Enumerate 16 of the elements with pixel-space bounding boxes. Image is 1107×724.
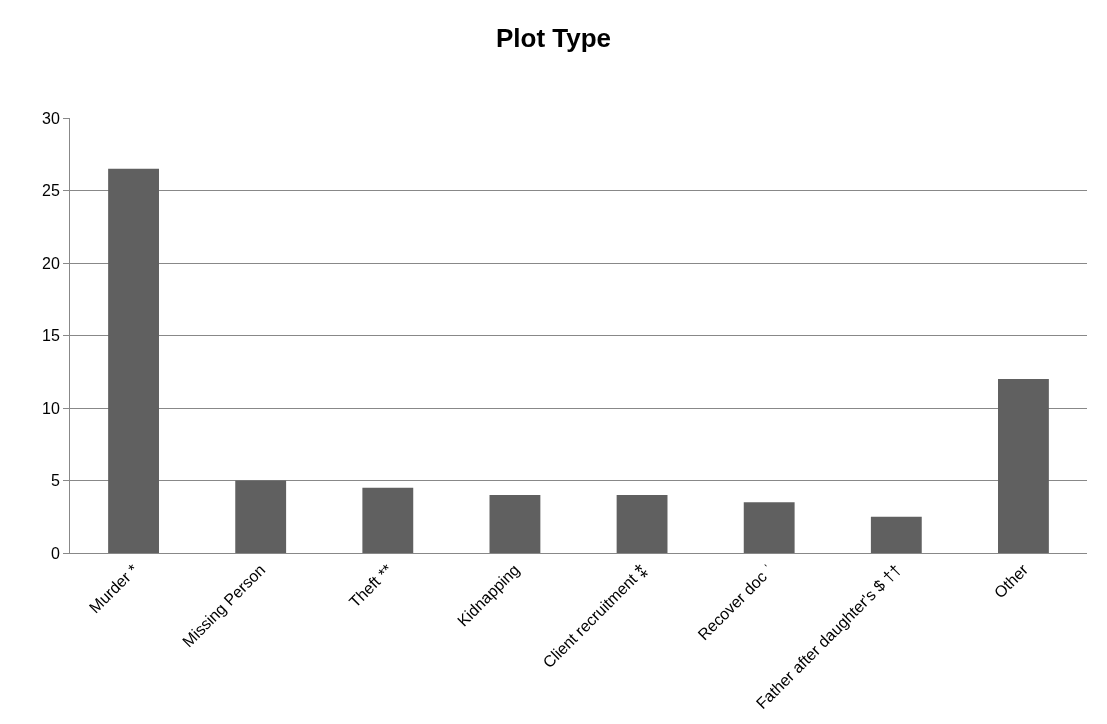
bar [235, 480, 287, 553]
y-tick-label: 25 [42, 182, 60, 200]
y-tick-label: 30 [42, 109, 60, 127]
y-tick-label: 10 [42, 399, 60, 417]
bar [998, 379, 1049, 553]
bar [870, 516, 922, 553]
y-tick-label: 0 [50, 544, 60, 562]
bar [616, 495, 668, 553]
y-tick-label: 5 [50, 472, 60, 490]
chart-title: Plot Type [495, 23, 612, 54]
bar [743, 502, 795, 553]
y-tick-label: 20 [42, 254, 60, 272]
y-tick-label: 15 [42, 327, 60, 345]
bar [108, 168, 159, 553]
bar [489, 495, 541, 553]
bar [362, 487, 414, 553]
